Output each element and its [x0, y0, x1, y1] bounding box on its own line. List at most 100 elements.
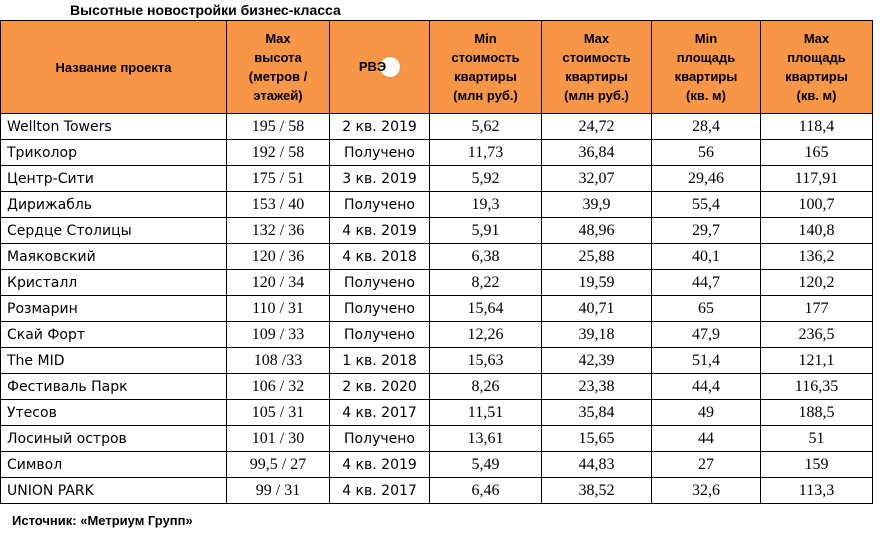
cell-min-price: 6,38: [429, 243, 542, 270]
cell-max-height: 110 / 31: [226, 295, 330, 322]
cell-min-area: 40,1: [651, 243, 761, 270]
cell-min-price: 11,51: [429, 399, 542, 426]
table-row: Центр-Сити 175 / 51 3 кв. 2019 5,92 32,07 29,…: [0, 165, 873, 192]
highlight-dot: [380, 57, 401, 78]
cell-max-price: 42,39: [541, 347, 652, 374]
cell-project-name: Центр-Сити: [0, 165, 227, 192]
cell-project-name: Розмарин: [0, 295, 227, 322]
column-header-rve-label: РВЭ: [358, 58, 387, 74]
cell-max-height: 195 / 58: [226, 113, 330, 140]
table-row: Сердце Столицы 132 / 36 4 кв. 2019 5,91 48,9…: [0, 217, 873, 244]
column-header-max-area: Max площадь квартиры (кв. м): [760, 20, 873, 114]
cell-max-height: 106 / 32: [226, 373, 330, 400]
cell-max-height: 109 / 33: [226, 321, 330, 348]
cell-min-price: 5,91: [429, 217, 542, 244]
cell-max-price: 39,9: [541, 191, 652, 218]
cell-rve: Получено: [329, 321, 430, 348]
cell-max-price: 15,65: [541, 425, 652, 452]
cell-rve: 1 кв. 2018: [329, 347, 430, 374]
cell-rve: 2 кв. 2020: [329, 373, 430, 400]
cell-project-name: The MID: [0, 347, 227, 374]
cell-max-price: 36,84: [541, 139, 652, 166]
cell-max-height: 99 / 31: [226, 477, 330, 504]
cell-project-name: Маяковский: [0, 243, 227, 270]
cell-min-price: 6,46: [429, 477, 542, 504]
cell-max-height: 99,5 / 27: [226, 451, 330, 478]
cell-min-area: 47,9: [651, 321, 761, 348]
cell-min-area: 28,4: [651, 113, 761, 140]
cell-max-area: 177: [760, 295, 873, 322]
cell-project-name: Кристалл: [0, 269, 227, 296]
cell-max-height: 132 / 36: [226, 217, 330, 244]
cell-max-height: 175 / 51: [226, 165, 330, 192]
cell-max-height: 108 /33: [226, 347, 330, 374]
cell-min-price: 5,62: [429, 113, 542, 140]
cell-rve: Получено: [329, 139, 430, 166]
cell-max-area: 159: [760, 451, 873, 478]
cell-project-name: Триколор: [0, 139, 227, 166]
buildings-table: Название проекта Max высота (метров / эт…: [0, 20, 873, 504]
cell-min-price: 12,26: [429, 321, 542, 348]
cell-max-price: 38,52: [541, 477, 652, 504]
cell-max-height: 105 / 31: [226, 399, 330, 426]
cell-min-area: 32,6: [651, 477, 761, 504]
cell-rve: Получено: [329, 425, 430, 452]
cell-rve: Получено: [329, 295, 430, 322]
cell-max-area: 113,3: [760, 477, 873, 504]
cell-min-price: 5,92: [429, 165, 542, 192]
cell-max-area: 136,2: [760, 243, 873, 270]
cell-project-name: Wellton Towers: [0, 113, 227, 140]
cell-min-price: 19,3: [429, 191, 542, 218]
cell-max-area: 118,4: [760, 113, 873, 140]
column-header-rve: РВЭ: [329, 20, 430, 114]
cell-project-name: Дирижабль: [0, 191, 227, 218]
cell-max-area: 165: [760, 139, 873, 166]
cell-max-area: 51: [760, 425, 873, 452]
cell-min-area: 44: [651, 425, 761, 452]
cell-min-area: 51,4: [651, 347, 761, 374]
cell-min-price: 15,63: [429, 347, 542, 374]
page-title: Высотные новостройки бизнес-класса: [70, 2, 341, 18]
cell-max-price: 35,84: [541, 399, 652, 426]
table-row: Триколор 192 / 58 Получено 11,73 36,84 56 165: [0, 139, 873, 166]
cell-min-area: 29,46: [651, 165, 761, 192]
table-header-row: Название проекта Max высота (метров / эт…: [0, 20, 873, 114]
table-row: The MID 108 /33 1 кв. 2018 15,63 42,39 51,4 12…: [0, 347, 873, 374]
cell-max-area: 121,1: [760, 347, 873, 374]
cell-min-area: 29,7: [651, 217, 761, 244]
cell-rve: 4 кв. 2018: [329, 243, 430, 270]
cell-max-height: 153 / 40: [226, 191, 330, 218]
cell-max-area: 117,91: [760, 165, 873, 192]
cell-rve: 3 кв. 2019: [329, 165, 430, 192]
cell-max-price: 39,18: [541, 321, 652, 348]
cell-max-price: 40,71: [541, 295, 652, 322]
cell-max-area: 116,35: [760, 373, 873, 400]
table-row: Утесов 105 / 31 4 кв. 2017 11,51 35,84 49 188,…: [0, 399, 873, 426]
cell-project-name: Сердце Столицы: [0, 217, 227, 244]
cell-min-price: 8,22: [429, 269, 542, 296]
cell-max-area: 120,2: [760, 269, 873, 296]
cell-max-height: 120 / 34: [226, 269, 330, 296]
table-row: Лосиный остров 101 / 30 Получено 13,61 15,65…: [0, 425, 873, 452]
cell-min-price: 13,61: [429, 425, 542, 452]
cell-min-price: 11,73: [429, 139, 542, 166]
cell-rve: 4 кв. 2019: [329, 451, 430, 478]
cell-min-area: 27: [651, 451, 761, 478]
column-header-project-name: Название проекта: [0, 20, 227, 114]
table-row: Дирижабль 153 / 40 Получено 19,3 39,9 55,4 100…: [0, 191, 873, 218]
table-row: UNION PARK 99 / 31 4 кв. 2017 6,46 38,52 32,6…: [0, 477, 873, 504]
cell-max-price: 32,07: [541, 165, 652, 192]
cell-project-name: Фестиваль Парк: [0, 373, 227, 400]
cell-max-height: 120 / 36: [226, 243, 330, 270]
cell-max-area: 100,7: [760, 191, 873, 218]
cell-project-name: UNION PARK: [0, 477, 227, 504]
cell-max-price: 44,83: [541, 451, 652, 478]
cell-max-price: 19,59: [541, 269, 652, 296]
cell-min-area: 56: [651, 139, 761, 166]
cell-min-area: 55,4: [651, 191, 761, 218]
column-header-min-price: Min стоимость квартиры (млн руб.): [429, 20, 542, 114]
cell-max-price: 48,96: [541, 217, 652, 244]
table-row: Кристалл 120 / 34 Получено 8,22 19,59 44,7 120…: [0, 269, 873, 296]
cell-project-name: Скай Форт: [0, 321, 227, 348]
cell-min-price: 5,49: [429, 451, 542, 478]
